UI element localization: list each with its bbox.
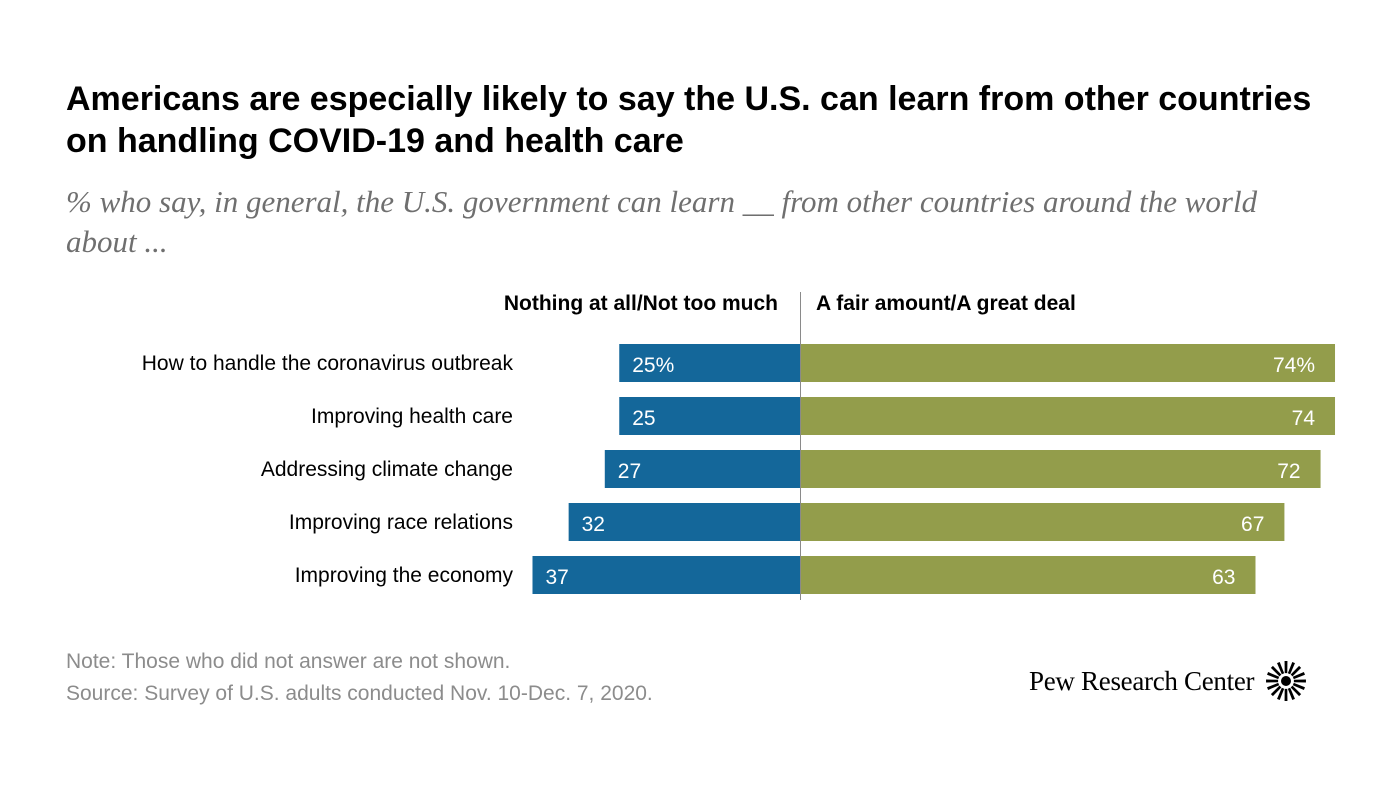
bar-left [568, 503, 800, 541]
brand-name: Pew Research Center [1029, 665, 1255, 696]
bar-right-value-label: 74% [1273, 354, 1315, 377]
bar-left [604, 450, 800, 488]
bar-left [532, 556, 800, 594]
bar-right-value-label: 72 [1277, 460, 1300, 483]
bar-left-value-label: 32 [582, 513, 605, 536]
pew-sunburst-icon [1266, 661, 1307, 701]
bar-right-value-label: 67 [1241, 513, 1264, 536]
bar-right [800, 503, 1285, 541]
bar-right [800, 556, 1256, 594]
bar-left-value-label: 25 [632, 407, 655, 430]
header-left-series: Nothing at all/Not too much [504, 292, 778, 315]
footnotes: Note: Those who did not answer are not s… [66, 646, 653, 710]
category-label: Improving health care [311, 405, 513, 428]
category-label: Improving race relations [289, 511, 513, 534]
bar-left-value-label: 25% [632, 354, 674, 377]
header-right-series: A fair amount/A great deal [816, 292, 1076, 315]
bar-right-value-label: 63 [1212, 566, 1235, 589]
bar-right-value-label: 74 [1292, 407, 1316, 430]
source-text: Source: Survey of U.S. adults conducted … [66, 682, 653, 705]
bar-left-value-label: 27 [618, 460, 641, 483]
category-label: Addressing climate change [261, 458, 513, 481]
brand-block: Pew Research Center [1029, 659, 1308, 703]
bar-right [800, 344, 1336, 382]
chart-title: Americans are especially likely to say t… [66, 80, 1312, 160]
bar-right [800, 450, 1321, 488]
bar-left-value-label: 37 [545, 566, 568, 589]
category-label: Improving the economy [295, 564, 514, 587]
bar-left [619, 397, 800, 435]
bar-left [619, 344, 800, 382]
note-text: Note: Those who did not answer are not s… [66, 650, 511, 673]
bar-right [800, 397, 1336, 435]
category-label: How to handle the coronavirus outbreak [142, 352, 514, 375]
diverging-bar-chart: Nothing at all/Not too much A fair amount… [142, 292, 1336, 600]
chart-subtitle: % who say, in general, the U.S. governme… [66, 184, 1258, 259]
